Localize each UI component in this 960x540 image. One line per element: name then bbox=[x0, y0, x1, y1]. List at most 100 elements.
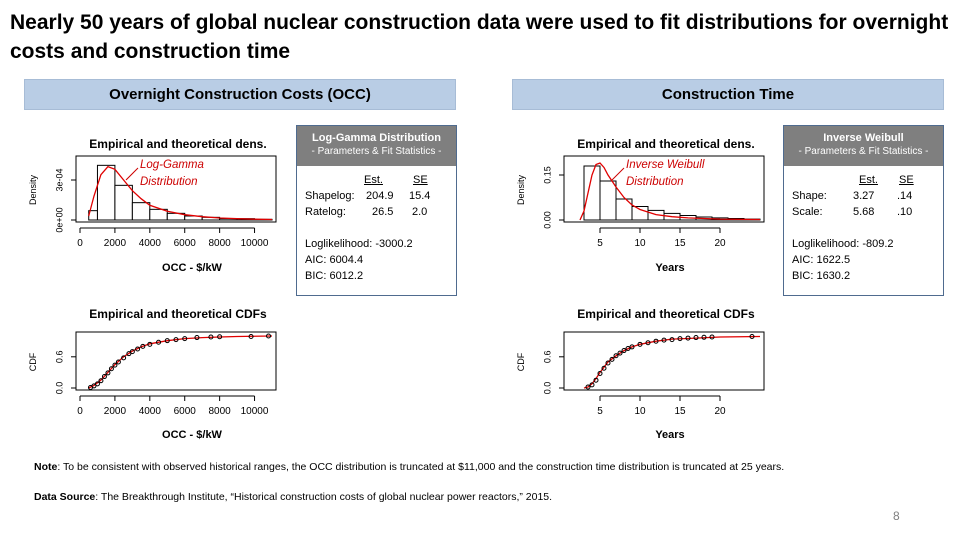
empirical-cdf-point bbox=[589, 382, 595, 388]
empirical-cdf-point bbox=[108, 366, 114, 372]
empirical-cdf-point bbox=[156, 339, 162, 345]
occ-density-xlabel: OCC - $/kW bbox=[162, 262, 222, 274]
empirical-cdf-point bbox=[661, 337, 667, 343]
empirical-cdf-point bbox=[749, 334, 755, 340]
occ-row-se: 15.4 bbox=[409, 190, 431, 202]
annotation-pointer bbox=[125, 167, 139, 181]
occ-stats-header: Log-Gamma Distribution - Parameters & Fi… bbox=[297, 126, 456, 166]
empirical-cdf-point bbox=[98, 378, 104, 384]
occ-stats-title: Log-Gamma Distribution bbox=[312, 132, 441, 144]
distribution-annotation: Inverse Weibull bbox=[626, 159, 705, 171]
occ-cdf-chart: Empirical and theoretical CDFs CDF 0.0 0.6 0… bbox=[28, 307, 277, 417]
empirical-cdf-point bbox=[101, 374, 107, 380]
empirical-cdf-point bbox=[621, 348, 627, 354]
ct-row-label: Shape: bbox=[792, 190, 827, 202]
ct-row-se: .14 bbox=[897, 190, 913, 202]
empirical-cdf-point bbox=[609, 356, 615, 362]
source-text: : The Breakthrough Institute, “Historica… bbox=[95, 491, 553, 503]
empirical-cdf-point bbox=[173, 337, 179, 343]
note-label: Note bbox=[34, 461, 58, 473]
empirical-cdf-point bbox=[677, 336, 683, 342]
ct-aic: AIC: 1622.5 bbox=[792, 254, 851, 266]
footnote: Note: To be consistent with observed his… bbox=[34, 461, 784, 473]
x-tick-label: 4000 bbox=[139, 238, 162, 249]
occ-col-se: SE bbox=[413, 174, 428, 186]
ct-cdf-title: Empirical and theoretical CDFs bbox=[577, 307, 755, 321]
x-tick-label: 10000 bbox=[241, 406, 269, 417]
empirical-cdf-point bbox=[129, 349, 135, 355]
ct-density-chart: Empirical and theoretical dens. Density 0.… bbox=[516, 137, 765, 249]
fitted-density-curve bbox=[579, 162, 761, 221]
occ-row-label: Shapelog: bbox=[305, 190, 355, 202]
occ-density-chart: Empirical and theoretical dens. Density 0e… bbox=[28, 137, 277, 249]
empirical-cdf-point bbox=[597, 370, 603, 376]
empirical-cdf-point bbox=[653, 338, 659, 344]
empirical-cdf-point bbox=[91, 383, 97, 389]
ct-stats-title: Inverse Weibull bbox=[823, 132, 904, 144]
x-tick-label: 0 bbox=[77, 238, 83, 249]
y-tick-label: 0.00 bbox=[542, 211, 552, 229]
x-tick-label: 20 bbox=[714, 238, 726, 249]
source-label: Data Source bbox=[34, 491, 96, 503]
occ-stats-subtitle: - Parameters & Fit Statistics - bbox=[311, 146, 442, 157]
plot-frame bbox=[75, 155, 277, 223]
occ-stats-box: Log-Gamma Distribution - Parameters & Fi… bbox=[296, 125, 457, 296]
empirical-cdf-point bbox=[709, 334, 715, 340]
ct-stats-header: Inverse Weibull - Parameters & Fit Stati… bbox=[784, 126, 943, 166]
ct-row-label: Scale: bbox=[792, 206, 823, 218]
empirical-cdf-point bbox=[194, 335, 200, 341]
empirical-cdf-point bbox=[140, 343, 146, 349]
ct-stats-body: Est. SE Shape: 3.27 .14 Scale: 5.68 .10 … bbox=[784, 166, 943, 296]
occ-density-title: Empirical and theoretical dens. bbox=[89, 137, 266, 151]
empirical-cdf-point bbox=[147, 341, 153, 347]
ct-section-header: Construction Time bbox=[512, 79, 944, 110]
x-tick-label: 6000 bbox=[174, 238, 197, 249]
empirical-cdf-point bbox=[645, 340, 651, 346]
empirical-cdf-point bbox=[669, 337, 675, 343]
empirical-cdf-point bbox=[693, 335, 699, 341]
empirical-cdf-point bbox=[217, 334, 223, 340]
x-tick-label: 20 bbox=[714, 406, 726, 417]
histogram-bar bbox=[631, 206, 649, 221]
ct-stats-box: Inverse Weibull - Parameters & Fit Stati… bbox=[783, 125, 944, 296]
y-tick-label: 0.0 bbox=[542, 382, 552, 395]
ct-density-xlabel: Years bbox=[655, 262, 685, 274]
x-tick-label: 5 bbox=[597, 238, 603, 249]
occ-row-se: 2.0 bbox=[412, 206, 428, 218]
ct-col-se: SE bbox=[899, 174, 914, 186]
ct-stats-subtitle: - Parameters & Fit Statistics - bbox=[798, 146, 929, 157]
empirical-cdf-point bbox=[585, 384, 591, 390]
empirical-cdf-point bbox=[164, 338, 170, 344]
empirical-cdf-point bbox=[182, 336, 188, 342]
x-tick-label: 8000 bbox=[209, 406, 232, 417]
plot-frame bbox=[563, 155, 765, 223]
x-tick-label: 4000 bbox=[139, 406, 162, 417]
x-tick-label: 10 bbox=[634, 238, 646, 249]
empirical-cdf-point bbox=[637, 341, 643, 347]
histogram-bar bbox=[114, 184, 133, 221]
x-tick-label: 15 bbox=[674, 238, 686, 249]
empirical-cdf-point bbox=[625, 345, 631, 351]
empirical-cdf-point bbox=[121, 355, 127, 361]
distribution-annotation: Log-Gamma bbox=[140, 159, 204, 171]
occ-loglik: Loglikelihood: -3000.2 bbox=[305, 238, 413, 250]
empirical-cdf-point bbox=[126, 351, 132, 357]
ct-cdf-chart: Empirical and theoretical CDFs CDF 0.0 0.6 5… bbox=[516, 307, 765, 417]
y-tick-label: 0.0 bbox=[54, 382, 64, 395]
histogram-bar bbox=[131, 202, 151, 221]
ct-col-est: Est. bbox=[859, 174, 878, 186]
x-tick-label: 5 bbox=[597, 406, 603, 417]
data-source: Data Source: The Breakthrough Institute,… bbox=[34, 491, 552, 503]
ct-row-est: 5.68 bbox=[853, 206, 875, 218]
y-tick-label: 0.6 bbox=[542, 351, 552, 364]
x-tick-label: 2000 bbox=[104, 406, 127, 417]
x-tick-label: 10000 bbox=[241, 238, 269, 249]
y-axis-label: CDF bbox=[516, 352, 526, 371]
empirical-cdf-point bbox=[613, 353, 619, 359]
y-axis-label: CDF bbox=[28, 352, 38, 371]
note-text: : To be consistent with observed histori… bbox=[57, 461, 785, 473]
slide-title: Nearly 50 years of global nuclear constr… bbox=[10, 11, 949, 63]
ct-bic: BIC: 1630.2 bbox=[792, 270, 851, 282]
occ-cdf-xlabel: OCC - $/kW bbox=[162, 429, 222, 441]
annotation-pointer bbox=[611, 167, 625, 181]
